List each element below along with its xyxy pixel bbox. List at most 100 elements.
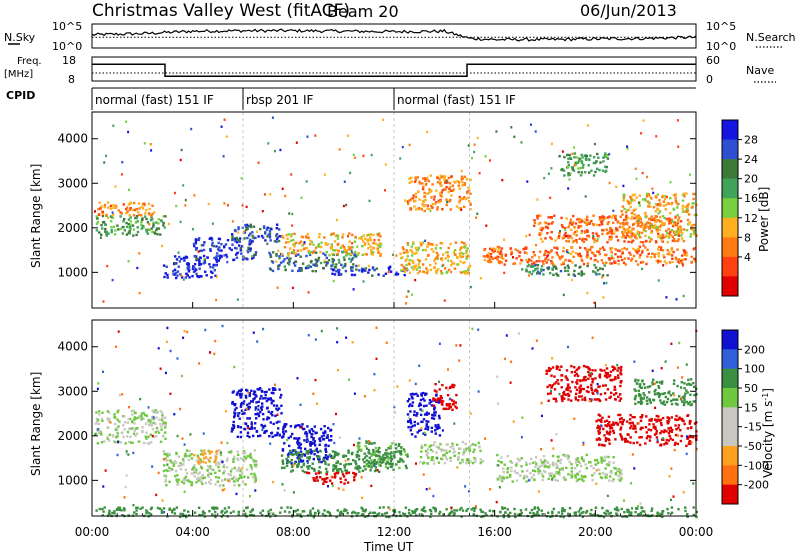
power-cell <box>571 261 574 264</box>
velocity-cell <box>156 429 159 433</box>
velocity-cell <box>402 460 405 463</box>
velocity-cell <box>280 436 284 439</box>
velocity-cell <box>263 391 267 394</box>
velocity-cell <box>669 426 672 429</box>
velocity-cell <box>299 450 303 453</box>
velocity-cell <box>282 430 285 434</box>
velocity-cell <box>254 463 258 467</box>
velocity-cell <box>552 397 555 400</box>
velocity-cell <box>416 422 420 425</box>
power-cell <box>300 269 303 272</box>
velocity-cell <box>502 475 505 478</box>
velocity-cell <box>306 456 309 459</box>
velocity-cell <box>367 451 370 454</box>
velocity-cell <box>290 462 293 465</box>
velocity-cell <box>163 416 167 419</box>
power-cell <box>157 222 160 225</box>
power-cell <box>444 251 448 254</box>
velocity-cell <box>564 455 567 458</box>
power-cell <box>586 221 589 224</box>
velocity-cell <box>295 452 298 455</box>
power-cell <box>683 195 686 198</box>
power-cell <box>420 243 423 247</box>
velocity-cell <box>655 420 658 423</box>
power-cell <box>612 257 615 260</box>
velocity-cell <box>684 506 687 509</box>
power-cell <box>657 255 660 258</box>
velocity-cell <box>229 473 232 476</box>
velocity-cell <box>168 466 171 469</box>
power-cell <box>125 233 129 236</box>
power-cell <box>367 271 370 274</box>
power-cell <box>278 264 281 267</box>
power-cell <box>461 184 464 187</box>
velocity-cell <box>313 479 317 482</box>
velocity-cell <box>147 435 150 438</box>
power-cell <box>180 257 183 261</box>
power-cell <box>186 266 189 269</box>
velocity-cell <box>236 435 239 438</box>
power-cell <box>433 198 436 201</box>
velocity-cell <box>695 510 698 514</box>
power-speckle <box>125 212 128 215</box>
power-cell <box>301 262 305 265</box>
velocity-cell <box>283 442 286 445</box>
power-cell <box>463 205 466 209</box>
velocity-cell <box>223 469 226 472</box>
velocity-cell <box>591 381 594 384</box>
power-cell <box>112 225 116 228</box>
velocity-cell <box>252 392 255 396</box>
power-cell <box>450 259 453 263</box>
velocity-cell <box>231 402 234 405</box>
velocity-cell <box>547 392 550 396</box>
velocity-cell <box>416 431 419 434</box>
power-cell <box>669 230 672 233</box>
power-cell <box>567 163 570 167</box>
power-cell <box>244 228 248 232</box>
power-cell <box>562 260 565 264</box>
power-cell <box>661 233 665 237</box>
velocity-cell <box>460 506 463 510</box>
velocity-cell <box>149 513 153 516</box>
power-cell <box>378 244 381 247</box>
velocity-cell <box>640 506 644 509</box>
power-cell <box>365 253 369 256</box>
velocity-cell <box>620 417 623 420</box>
power-ylabel: Slant Range [km] <box>29 164 43 268</box>
power-cell <box>269 253 272 257</box>
power-cell <box>279 261 283 264</box>
velocity-cell <box>418 429 421 432</box>
velocity-cell <box>277 407 281 410</box>
velocity-cell <box>619 371 622 375</box>
velocity-cell <box>168 469 171 472</box>
velocity-cell <box>309 448 312 451</box>
power-cell <box>614 248 617 251</box>
velocity-cell <box>663 392 666 395</box>
velocity-cell <box>611 365 614 368</box>
velocity-cell <box>438 417 441 420</box>
power-speckle <box>180 148 183 152</box>
velocity-cell <box>346 481 350 484</box>
velocity-cell <box>386 460 389 463</box>
power-cell <box>610 247 614 250</box>
velocity-cell <box>661 515 664 519</box>
power-cell <box>680 254 684 257</box>
velocity-cell <box>683 399 686 402</box>
velocity-cell <box>426 462 429 465</box>
velocity-cell <box>357 447 360 450</box>
power-cell <box>675 258 678 261</box>
velocity-cell <box>650 417 653 421</box>
power-speckle <box>503 271 506 275</box>
power-cell <box>172 272 175 276</box>
power-cell <box>313 249 317 252</box>
velocity-cell <box>131 413 134 416</box>
velocity-cell <box>339 477 342 480</box>
velocity-cell <box>361 469 365 472</box>
power-cell <box>620 248 624 251</box>
velocity-cell <box>426 425 430 429</box>
power-cell <box>208 263 211 266</box>
power-cell <box>114 206 118 209</box>
power-cell <box>174 255 177 258</box>
power-cell <box>333 240 337 243</box>
velocity-cell <box>617 478 621 481</box>
